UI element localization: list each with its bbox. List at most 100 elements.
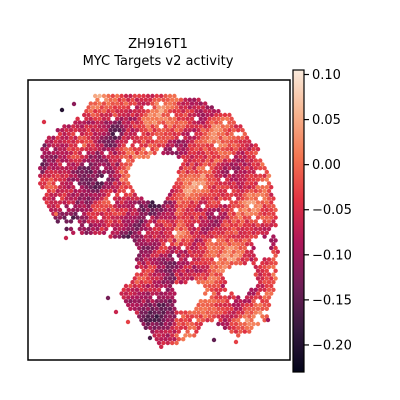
tissue-spot <box>97 185 102 190</box>
tissue-spot <box>88 192 94 197</box>
tissue-spot <box>205 249 210 254</box>
tissue-spot <box>110 109 116 114</box>
tissue-spot <box>222 166 228 171</box>
tissue-spot <box>178 97 184 103</box>
tissue-spot <box>126 302 131 308</box>
tissue-spot <box>152 143 157 148</box>
tissue-spot <box>128 299 133 304</box>
tissue-spot <box>106 139 111 144</box>
tissue-spot <box>189 245 195 251</box>
tissue-spot <box>117 135 122 140</box>
tissue-spot <box>200 264 206 270</box>
tissue-spot <box>137 261 142 266</box>
tissue-spot <box>68 173 74 178</box>
tissue-spot <box>170 143 175 148</box>
tissue-spot <box>258 173 263 178</box>
tissue-spot <box>170 333 175 338</box>
tissue-spot <box>255 162 261 167</box>
tissue-spot <box>205 112 210 118</box>
tissue-spot <box>227 226 232 232</box>
tissue-spot <box>264 200 269 205</box>
tissue-spot <box>49 169 54 175</box>
tissue-spot <box>128 109 133 114</box>
tissue-spot <box>178 219 184 224</box>
tissue-spot <box>165 128 170 133</box>
tissue-spot <box>170 340 175 346</box>
tissue-spot <box>79 147 85 152</box>
tissue-spot <box>66 154 72 159</box>
tissue-spot <box>258 204 263 209</box>
tissue-spot <box>110 147 116 152</box>
tissue-spot <box>236 325 241 330</box>
tissue-spot <box>95 158 100 163</box>
tissue-spot <box>189 261 195 266</box>
tissue-spot <box>154 306 159 311</box>
tissue-spot <box>264 306 269 311</box>
tissue-spot <box>139 226 144 232</box>
tissue-spot <box>170 264 175 270</box>
tissue-spot <box>137 306 142 311</box>
tissue-spot <box>189 268 195 273</box>
tissue-spot <box>183 97 188 103</box>
tissue-spot <box>145 314 151 319</box>
tissue-spot <box>181 314 186 319</box>
tissue-spot <box>148 302 153 308</box>
tissue-spot <box>115 177 120 182</box>
tissue-spot <box>143 219 148 224</box>
tissue-spot <box>205 318 210 323</box>
tissue-spot <box>216 200 221 205</box>
tissue-spot <box>200 181 206 186</box>
tissue-spot <box>137 93 142 99</box>
tissue-spot <box>266 302 272 308</box>
tissue-spot <box>207 268 212 273</box>
tissue-spot <box>150 283 155 289</box>
tissue-spot <box>156 249 162 254</box>
tissue-spot <box>238 200 243 205</box>
tissue-spot <box>42 173 47 178</box>
tissue-spot <box>165 264 170 270</box>
tissue-spot <box>240 226 245 232</box>
tissue-spot <box>150 101 155 106</box>
tissue-spot <box>183 333 188 338</box>
tissue-spot <box>152 219 157 224</box>
tissue-spot <box>176 139 181 144</box>
tissue-spot <box>183 325 188 330</box>
tissue-spot <box>220 207 225 213</box>
tissue-spot <box>161 234 166 239</box>
tissue-spot <box>194 276 199 281</box>
tissue-spot <box>134 287 140 292</box>
tissue-spot <box>244 158 250 163</box>
tissue-spot <box>90 143 96 148</box>
tissue-spot <box>203 314 208 319</box>
tissue-spot <box>167 215 173 220</box>
tissue-spot <box>251 230 256 235</box>
tissue-spot <box>218 120 223 125</box>
tissue-spot <box>123 207 129 213</box>
tissue-spot <box>222 310 228 315</box>
tissue-spot <box>101 200 107 205</box>
tissue-spot <box>200 188 206 194</box>
tissue-spot <box>119 116 124 122</box>
tissue-spot <box>165 310 170 315</box>
tissue-spot <box>205 280 210 285</box>
tissue-spot <box>163 253 168 258</box>
tissue-spot <box>165 257 170 262</box>
tissue-spot <box>139 264 144 270</box>
tissue-spot <box>93 215 98 220</box>
tissue-spot <box>196 249 201 254</box>
tissue-spot <box>196 211 201 216</box>
tissue-spot <box>84 230 89 235</box>
tissue-spot <box>207 109 212 114</box>
tissue-spot <box>229 200 234 205</box>
tissue-spot <box>66 169 72 175</box>
tissue-spot <box>156 204 162 209</box>
tissue-spot <box>134 105 140 110</box>
tissue-spot <box>62 200 67 205</box>
tissue-spot <box>53 200 58 205</box>
tissue-spot <box>126 166 131 171</box>
tissue-spot <box>174 318 179 323</box>
tissue-spot <box>200 257 206 262</box>
tissue-spot <box>207 139 212 144</box>
tissue-spot <box>148 120 153 125</box>
tissue-spot <box>220 147 225 152</box>
